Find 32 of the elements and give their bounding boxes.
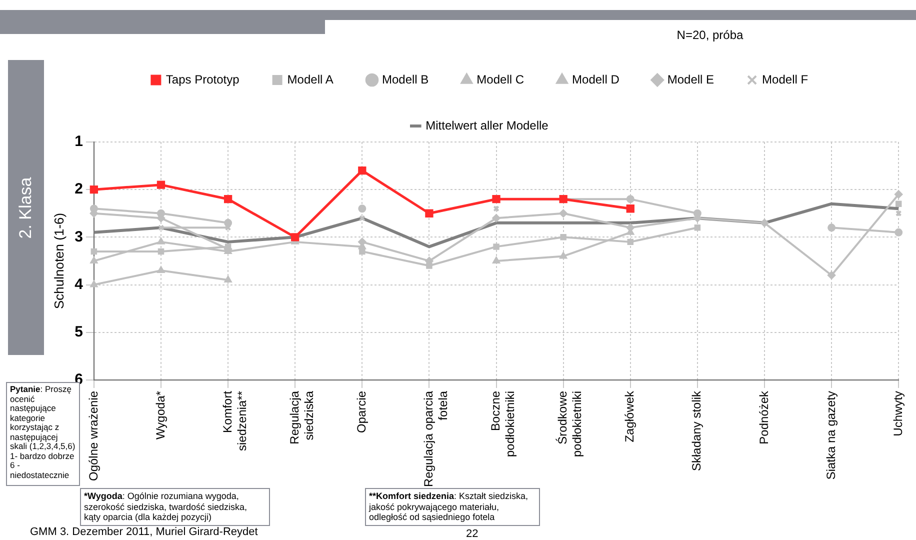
- text: *Wygoda: Ogólnie rozumiana wygoda, szerokość siedziska, twardość siedziska, kąty oparcia (dla każdej pozycji): [80, 488, 270, 526]
- chart-subtitle: N=20, próba: [676, 28, 744, 42]
- x-tick-label: Siatka na gazety: [824, 390, 838, 480]
- x-tick-label: Regulacja siedziska: [287, 390, 316, 444]
- text: GMM 3. Dezember 2011, Muriel Girard-Reydet: [30, 526, 258, 538]
- text: 2. Klasa: [16, 176, 36, 238]
- legend-label: Mittelwert aller Modelle: [426, 118, 549, 132]
- legend-label: Taps Prototyp: [166, 72, 240, 86]
- text: **Komfort siedzenia: Kształt siedziska, jakość pokrywającego materiału, odległość od sąsiedniego fotela: [365, 488, 540, 526]
- y-axis-title: Schulnoten (1-6): [51, 212, 66, 310]
- x-tick-label: Uchwyty: [890, 390, 905, 436]
- x-tick-label: Podnóżek: [756, 390, 771, 444]
- y-tick-label: 1: [74, 133, 83, 150]
- legend-label: Modell D: [572, 72, 620, 86]
- text: 22: [466, 528, 478, 540]
- x-tick-label: Składany stolik: [690, 390, 704, 471]
- x-tick-label: Wygoda*: [153, 390, 168, 440]
- y-tick-label: 5: [74, 323, 83, 340]
- y-tick-label: 4: [74, 276, 84, 293]
- text: Pytanie: Proszę ocenić następujące kategorie korzystając z następującej skali (1,2,3,4,5,6) 1- bardzo dobrze 6 - niedostatecznie: [10, 384, 76, 480]
- x-tick-label: Zagłówek: [622, 390, 637, 442]
- y-tick-label: 3: [74, 228, 83, 246]
- y-tick-label: 2: [74, 180, 83, 198]
- x-tick-label: Oparcie: [354, 390, 368, 433]
- legend-label: Modell F: [762, 72, 808, 86]
- legend-label: Modell E: [667, 72, 714, 86]
- legend-label: Modell A: [287, 72, 334, 86]
- x-tick-label: Ogólne wrażenie: [86, 390, 100, 482]
- x-tick-label: Komfort siedzenia**: [220, 390, 249, 451]
- x-tick-label: Regulacja oparcia fotela: [422, 390, 450, 488]
- legend-label: Modell B: [382, 72, 429, 86]
- legend-label: Modell C: [476, 72, 524, 86]
